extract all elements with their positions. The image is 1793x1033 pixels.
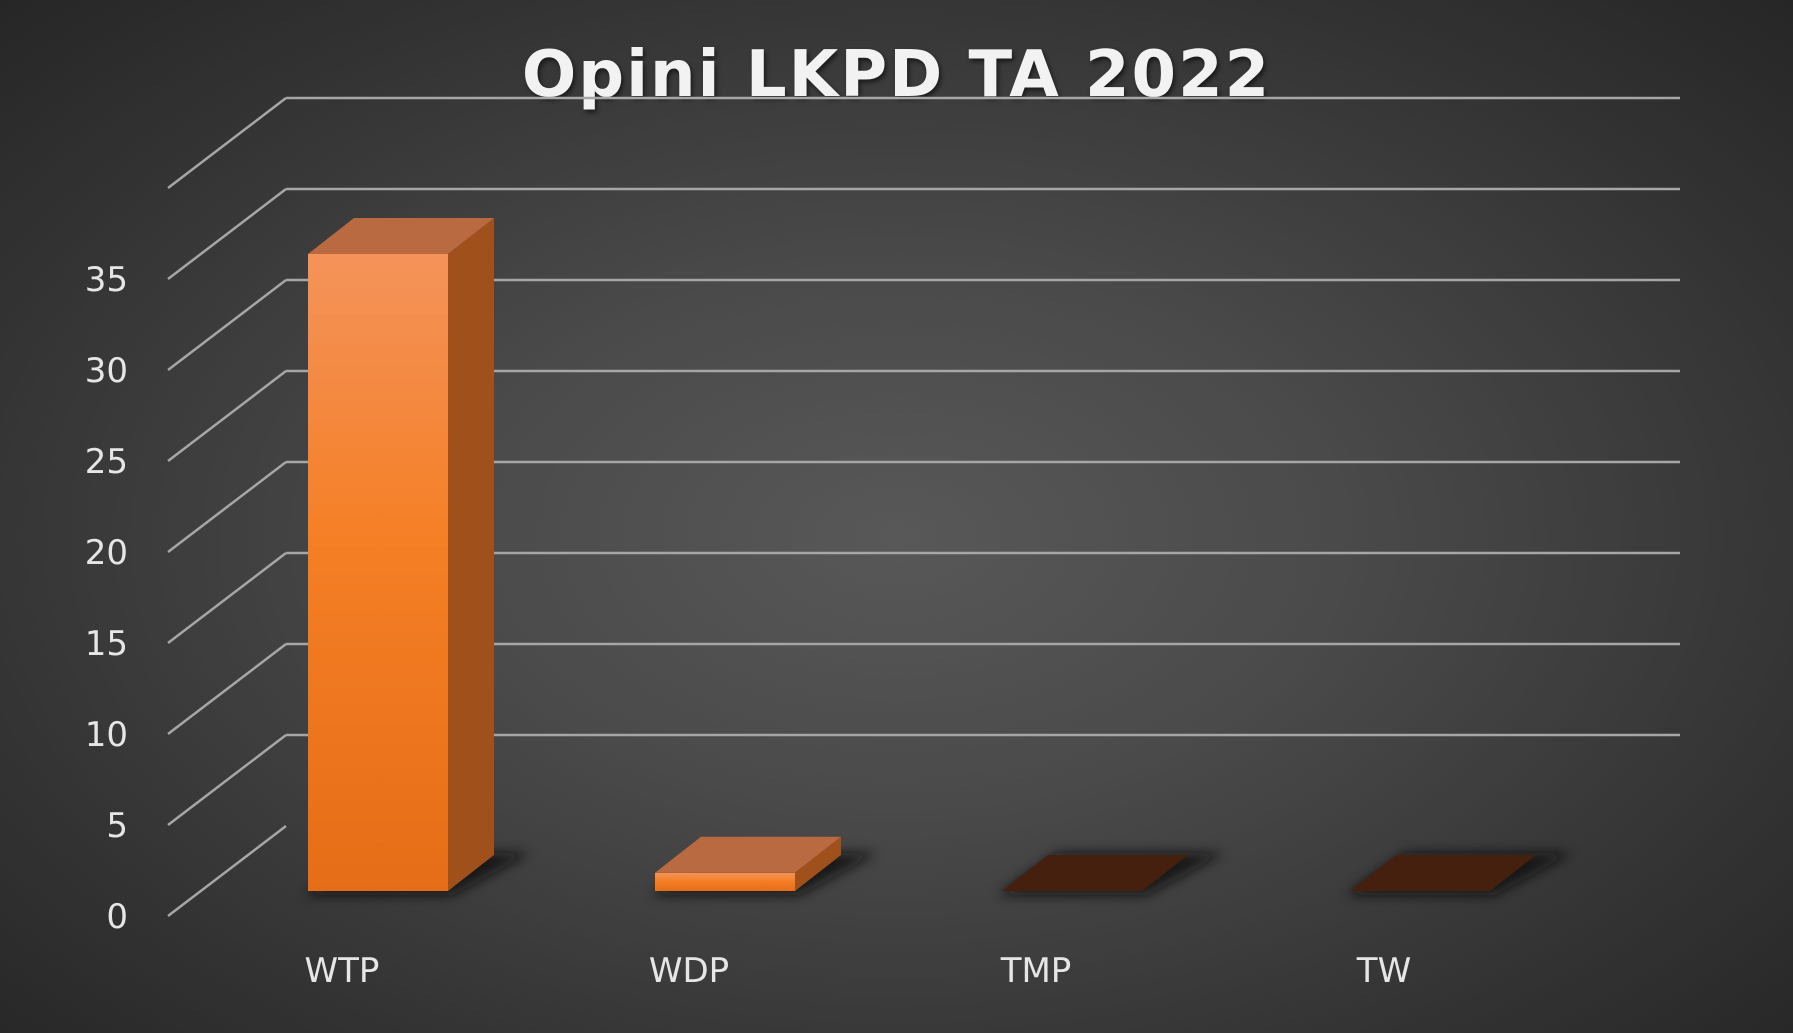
y-tick-label: 35: [85, 260, 128, 300]
x-tick-label: TW: [1356, 951, 1411, 991]
bar-wtp: [308, 254, 448, 891]
bar-tmp: [1002, 855, 1188, 891]
gridline-depth: [167, 279, 287, 371]
y-tick-label: 0: [106, 897, 128, 937]
bar-side: [795, 836, 841, 891]
gridline-depth: [167, 825, 287, 917]
gridline-depth: [167, 552, 287, 644]
y-tick-label: 20: [85, 533, 128, 573]
y-tick-label: 5: [106, 806, 128, 846]
gridline-depth: [167, 643, 287, 735]
y-tick-label: 25: [85, 442, 128, 482]
x-tick-label: WDP: [649, 951, 729, 991]
y-tick-label: 10: [85, 715, 128, 755]
gridline-depth: [167, 461, 287, 553]
x-tick-label: TMP: [1000, 951, 1072, 991]
x-tick-label: WTP: [305, 951, 380, 991]
bar-tw: [1350, 855, 1536, 891]
gridline-depth: [167, 97, 287, 189]
chart-title: Opini LKPD TA 2022: [521, 38, 1272, 112]
bar-wdp: [655, 872, 795, 891]
bar-top: [308, 218, 494, 254]
bar-side: [448, 218, 494, 891]
y-tick-label: 30: [85, 351, 128, 391]
y-tick-label: 15: [85, 624, 128, 664]
gridline-depth: [167, 734, 287, 826]
gridline-depth: [167, 370, 287, 462]
bar-top: [655, 836, 841, 873]
gridline-depth: [167, 188, 287, 280]
